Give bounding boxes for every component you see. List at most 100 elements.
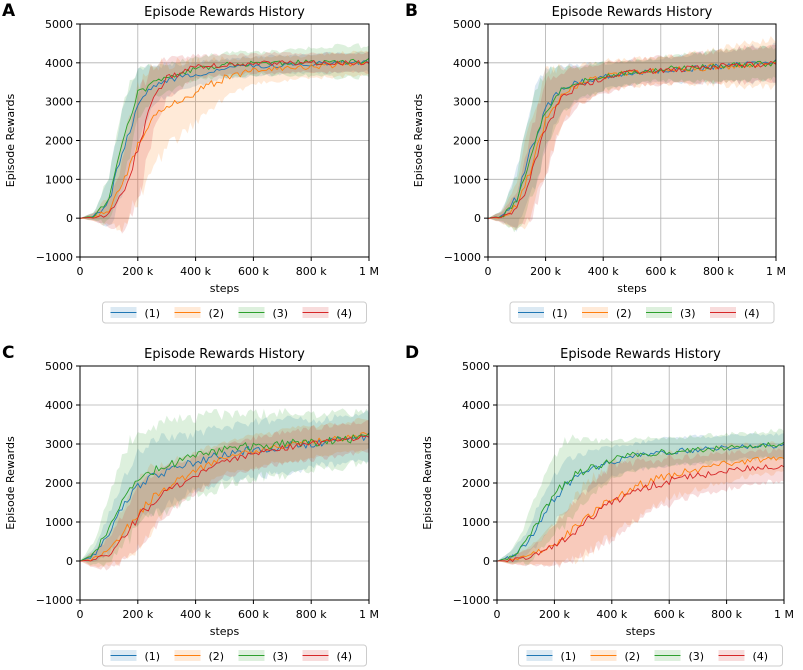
series-line <box>79 61 370 219</box>
x-tick-label: 1 M <box>774 608 794 621</box>
y-tick-label: 0 <box>66 212 73 225</box>
legend-item: (2) <box>174 307 225 320</box>
series-line <box>487 61 777 219</box>
y-tick-label: 4000 <box>462 399 490 412</box>
y-tick-label: 2000 <box>462 477 490 490</box>
y-tick-label: 3000 <box>45 438 73 451</box>
x-tick-label: 200 k <box>122 608 153 621</box>
y-axis-label: Episode Rewards <box>4 436 17 530</box>
legend-label: (3) <box>273 307 289 320</box>
y-tick-label: −1000 <box>444 251 481 264</box>
y-tick-label: 4000 <box>45 57 73 70</box>
x-tick-label: 0 <box>485 265 492 278</box>
series-band <box>80 407 369 567</box>
series-band <box>488 42 776 232</box>
x-axis-label: steps <box>626 625 656 638</box>
legend-label: (3) <box>689 650 705 663</box>
x-tick-label: 600 k <box>238 265 269 278</box>
legend-label: (4) <box>337 307 353 320</box>
legend-label: (4) <box>337 650 353 663</box>
y-axis-label: Episode Rewards <box>421 436 434 530</box>
series-band <box>497 428 784 566</box>
y-tick-label: 1000 <box>45 516 73 529</box>
y-tick-label: 0 <box>66 555 73 568</box>
y-tick-label: 3000 <box>453 96 481 109</box>
x-tick-label: 200 k <box>122 265 153 278</box>
legend-label: (4) <box>753 650 769 663</box>
y-tick-label: −1000 <box>36 251 73 264</box>
y-tick-label: −1000 <box>36 594 73 607</box>
legend-box <box>102 644 367 667</box>
legend-label: (4) <box>744 307 760 320</box>
y-axis-label: Episode Rewards <box>412 94 425 188</box>
y-tick-label: 5000 <box>45 18 73 31</box>
legend-label: (1) <box>145 650 161 663</box>
x-tick-label: 200 k <box>530 265 561 278</box>
legend: (1) (2) (3) (4) <box>509 301 775 324</box>
y-tick-label: −1000 <box>453 594 490 607</box>
y-tick-label: 1000 <box>453 173 481 186</box>
series-band <box>497 432 784 563</box>
series-band <box>80 51 369 234</box>
x-tick-label: 800 k <box>703 265 734 278</box>
y-axis: −1000 0 1000 2000 3000 4000 5000 <box>453 360 497 607</box>
legend-item: (1) <box>526 650 576 663</box>
legend-item: (3) <box>238 307 289 320</box>
y-tick-label: 2000 <box>453 135 481 148</box>
legend-item: (2) <box>582 307 632 320</box>
legend-label: (3) <box>273 650 289 663</box>
legend-box <box>518 644 783 667</box>
legend: (1) (2) (3) (4) <box>102 644 367 667</box>
x-tick-label: 400 k <box>180 265 211 278</box>
y-tick-label: 3000 <box>45 96 73 109</box>
x-tick-label: 0 <box>494 608 501 621</box>
legend-box <box>509 301 775 324</box>
y-tick-label: 5000 <box>462 360 490 373</box>
panel-letter: A <box>2 1 16 21</box>
y-axis: −1000 0 1000 2000 3000 4000 5000 <box>36 18 80 264</box>
x-tick-label: 200 k <box>539 608 570 621</box>
series-group <box>496 428 785 568</box>
series-band <box>488 44 776 228</box>
series-line <box>496 442 785 562</box>
x-tick-label: 600 k <box>654 608 685 621</box>
legend-item: (4) <box>302 307 353 320</box>
legend-item: (2) <box>174 650 225 663</box>
y-axis-label: Episode Rewards <box>4 94 17 188</box>
x-axis-label: steps <box>210 282 240 295</box>
chart-title: Episode Rewards History <box>552 5 713 20</box>
panel-letter: C <box>2 343 14 363</box>
legend-item: (1) <box>110 307 160 320</box>
chart-title: Episode Rewards History <box>144 5 305 20</box>
series-line <box>79 435 370 562</box>
series-band <box>497 441 784 566</box>
x-axis: 0 200 k 400 k 600 k 800 k 1 M <box>485 257 786 278</box>
series-line <box>79 432 370 562</box>
legend-item: (3) <box>654 650 705 663</box>
legend-label: (3) <box>680 307 696 320</box>
x-tick-label: 1 M <box>766 265 786 278</box>
x-axis: 0 200 k 400 k 600 k 800 k 1 M <box>494 600 794 621</box>
legend-item: (2) <box>590 650 641 663</box>
y-tick-label: 4000 <box>453 57 481 70</box>
series-group <box>487 36 777 233</box>
x-axis-label: steps <box>210 625 240 638</box>
legend-item: (3) <box>646 307 696 320</box>
x-tick-label: 1 M <box>359 265 379 278</box>
legend-label: (2) <box>209 650 225 663</box>
chart-title: Episode Rewards History <box>144 347 305 362</box>
y-tick-label: 4000 <box>45 399 73 412</box>
x-tick-label: 600 k <box>238 608 269 621</box>
legend-label: (2) <box>209 307 225 320</box>
legend-label: (2) <box>625 650 641 663</box>
x-tick-label: 0 <box>77 608 84 621</box>
x-tick-label: 0 <box>77 265 84 278</box>
y-tick-label: 3000 <box>462 438 490 451</box>
panel-letter: B <box>405 1 418 21</box>
x-tick-label: 600 k <box>645 265 676 278</box>
series-band <box>488 36 776 231</box>
series-line <box>79 59 370 219</box>
x-axis: 0 200 k 400 k 600 k 800 k 1 M <box>77 600 379 621</box>
y-tick-label: 1000 <box>462 516 490 529</box>
